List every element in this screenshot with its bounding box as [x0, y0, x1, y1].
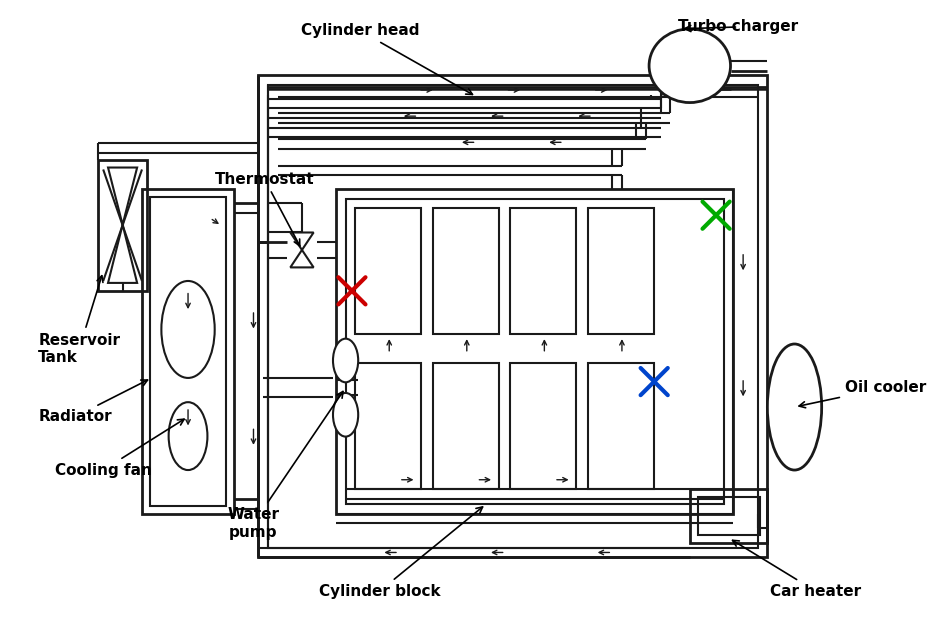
- Bar: [258, 76, 767, 557]
- Text: Water
pump: Water pump: [227, 391, 343, 540]
- Text: Thermostat: Thermostat: [215, 172, 315, 246]
- Ellipse shape: [333, 339, 358, 383]
- Bar: [698, 497, 760, 535]
- Bar: [588, 208, 654, 334]
- Text: Oil cooler: Oil cooler: [799, 380, 926, 407]
- Text: Cylinder block: Cylinder block: [318, 507, 483, 599]
- Text: Cooling fan: Cooling fan: [54, 419, 184, 477]
- Text: Radiator: Radiator: [38, 380, 147, 424]
- Bar: [149, 197, 226, 506]
- Bar: [336, 189, 733, 514]
- Bar: [355, 208, 422, 334]
- Text: Cylinder head: Cylinder head: [300, 23, 472, 94]
- Bar: [355, 363, 422, 489]
- Text: Car heater: Car heater: [732, 540, 861, 599]
- Bar: [588, 363, 654, 489]
- Ellipse shape: [649, 29, 731, 102]
- Ellipse shape: [767, 344, 822, 470]
- Text: Reservoir
Tank: Reservoir Tank: [38, 276, 120, 365]
- Ellipse shape: [162, 281, 215, 378]
- Bar: [346, 198, 724, 504]
- Bar: [433, 363, 499, 489]
- Bar: [142, 189, 234, 514]
- Bar: [511, 363, 577, 489]
- Ellipse shape: [333, 393, 358, 437]
- Bar: [268, 85, 758, 548]
- Ellipse shape: [169, 402, 208, 470]
- Bar: [99, 160, 146, 291]
- Polygon shape: [108, 167, 137, 225]
- Polygon shape: [290, 233, 314, 250]
- Polygon shape: [108, 225, 137, 283]
- Polygon shape: [290, 250, 314, 268]
- Bar: [433, 208, 499, 334]
- Text: Turbo charger: Turbo charger: [678, 19, 798, 34]
- Bar: [690, 489, 767, 543]
- Bar: [511, 208, 577, 334]
